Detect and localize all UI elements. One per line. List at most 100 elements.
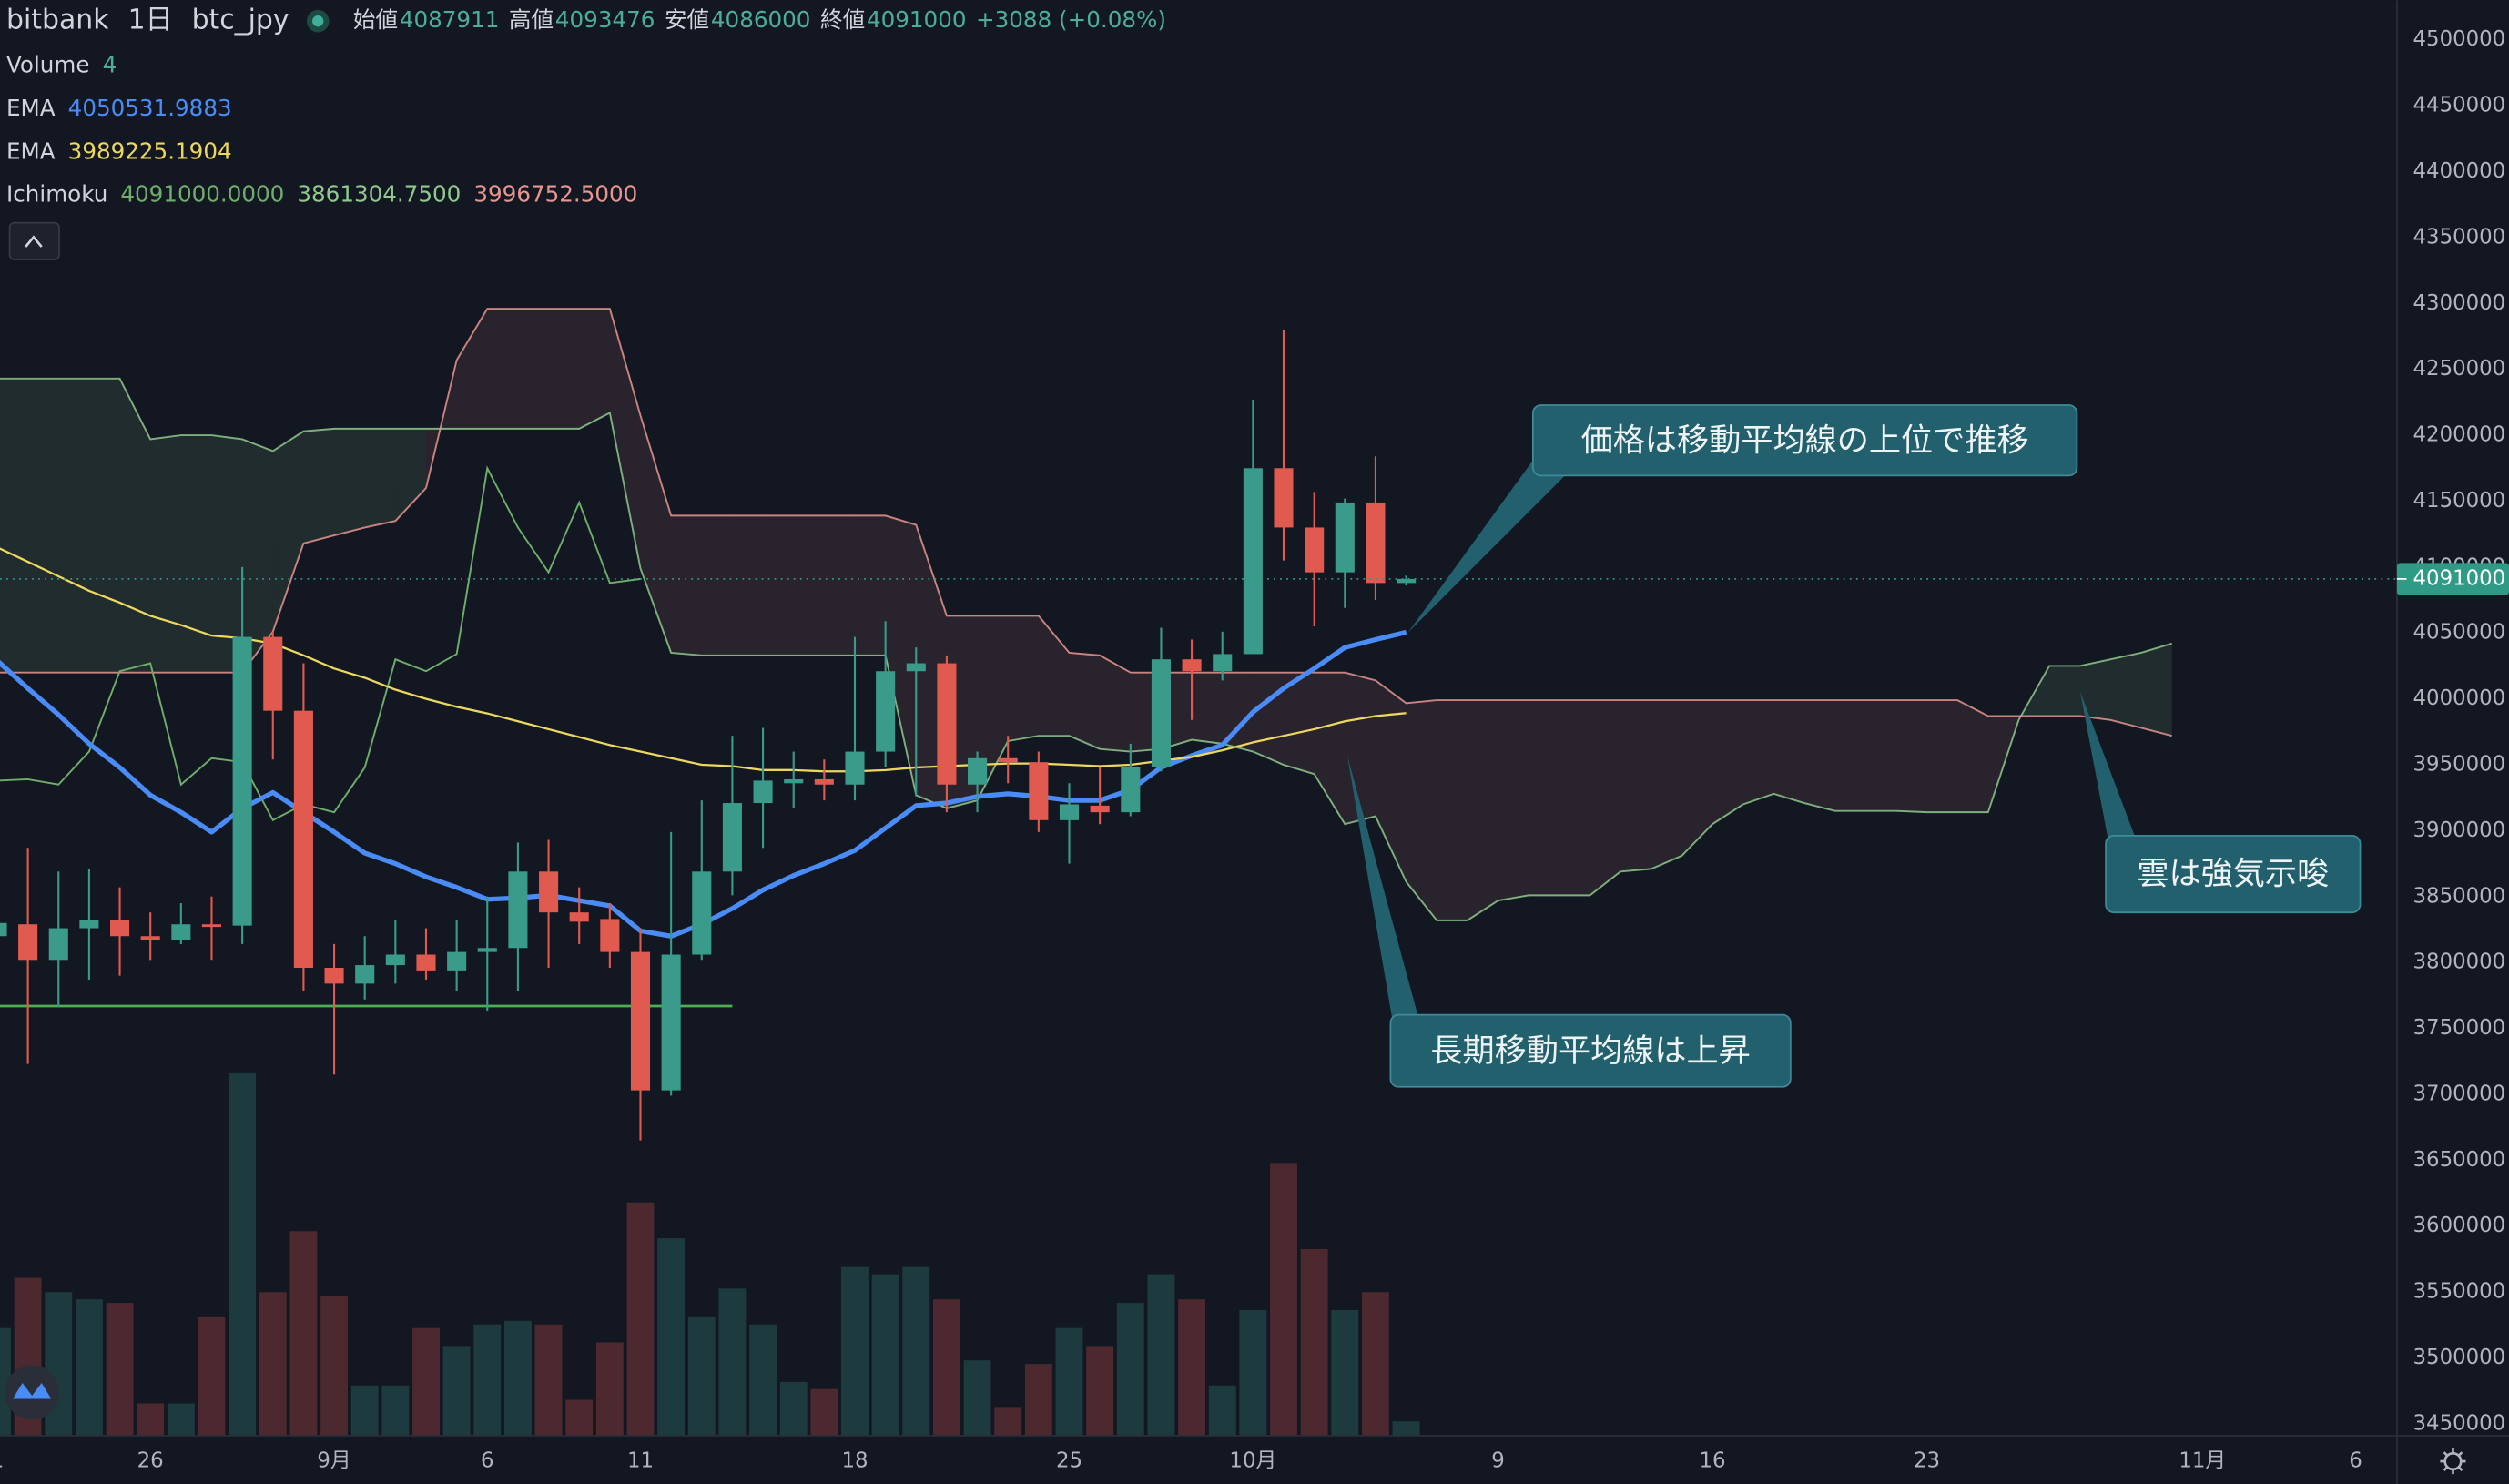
cloud-fill <box>303 428 335 544</box>
volume-bar <box>1392 1421 1420 1436</box>
candle-body <box>385 954 405 966</box>
x-tick-label: 6 <box>481 1449 494 1473</box>
cloud-fill <box>1529 700 1559 896</box>
candle-body <box>355 965 375 984</box>
y-tick-label: 4400000 <box>2413 159 2506 183</box>
volume-bar <box>595 1342 624 1436</box>
candle-body <box>1335 502 1355 573</box>
candle-body <box>1274 468 1294 528</box>
y-tick-label: 4350000 <box>2413 225 2506 249</box>
cloud-fill <box>579 309 610 429</box>
volume-bar <box>810 1388 838 1436</box>
cloud-fill <box>732 515 764 656</box>
open-label: 始値 <box>353 6 398 33</box>
cloud-fill <box>88 378 120 673</box>
volume-bar <box>1116 1303 1144 1436</box>
ema-label: EMA <box>6 137 56 164</box>
candle-body <box>140 936 160 940</box>
candle-body <box>876 671 896 752</box>
candle-body <box>1243 468 1263 655</box>
candle-body <box>630 951 651 1091</box>
candle-body <box>110 920 130 937</box>
volume-bar <box>932 1299 960 1436</box>
volume-bar <box>473 1324 502 1436</box>
cloud-fill <box>2079 659 2111 720</box>
callout-pointer <box>1346 755 1418 1038</box>
x-tick-label: 1 <box>0 1449 4 1473</box>
collapse-button[interactable] <box>8 221 60 260</box>
candle-body <box>171 924 191 940</box>
senkou-b-line <box>0 308 2172 737</box>
x-tick-label: 9 <box>1491 1449 1505 1473</box>
exchange-name: bitbank <box>6 5 109 36</box>
volume-bar <box>1024 1364 1052 1436</box>
candle-body <box>1366 502 1386 584</box>
cloud-fill <box>272 431 304 632</box>
y-tick-label: 3500000 <box>2413 1346 2506 1369</box>
candle-body <box>18 924 38 961</box>
ema-value: 3989225.1904 <box>68 137 232 164</box>
volume-bar <box>1300 1248 1328 1436</box>
cloud-fill <box>1008 615 1039 741</box>
cloud-fill <box>242 439 273 673</box>
y-tick-label: 4500000 <box>2413 27 2506 51</box>
callout-pointer <box>2079 691 2135 861</box>
volume-bar <box>1208 1385 1236 1436</box>
cloud-fill <box>671 515 702 656</box>
price-tag-label: 4091000 <box>2413 566 2506 590</box>
close-label: 終値 <box>820 6 865 33</box>
volume-bar <box>687 1316 716 1436</box>
ichimoku-label: Ichimoku <box>6 181 107 208</box>
cloud-fill <box>1253 672 1285 766</box>
volume-value: 4 <box>103 51 117 77</box>
settings-icon-spoke <box>2457 1466 2463 1471</box>
volume-bar <box>534 1324 563 1436</box>
cloud-fill <box>885 515 917 796</box>
settings-icon-spoke <box>2443 1451 2449 1457</box>
y-tick-label: 3600000 <box>2413 1214 2506 1237</box>
cloud-fill <box>1803 700 1835 811</box>
x-tick-label: 6 <box>2349 1449 2362 1473</box>
cloud-fill <box>395 428 426 522</box>
cloud-fill <box>1038 615 1070 737</box>
cloud-fill <box>1895 700 1927 813</box>
volume-bar <box>565 1399 594 1436</box>
cloud-fill <box>793 515 825 656</box>
candle-body <box>232 636 252 926</box>
candle-body <box>1305 527 1325 573</box>
cloud-fill <box>1467 700 1498 920</box>
x-tick-label: 25 <box>1056 1449 1082 1473</box>
candle-body <box>0 922 7 937</box>
volume-bar <box>381 1385 410 1436</box>
cloud-fill <box>1406 700 1437 920</box>
cloud-fill <box>1284 672 1315 775</box>
candle-body <box>722 803 742 872</box>
cloud-fill <box>1957 700 1988 813</box>
y-tick-label: 3450000 <box>2413 1411 2506 1435</box>
cloud-fill <box>1865 700 1896 811</box>
change-value: +3088 (+0.08%) <box>976 6 1166 33</box>
open-value: 4087911 <box>400 6 500 33</box>
y-tick-label: 4000000 <box>2413 686 2506 710</box>
callout-text: 雲は強気示唆 <box>2137 856 2329 893</box>
volume-bar <box>1362 1292 1389 1436</box>
volume-bar <box>442 1346 471 1436</box>
candle-body <box>753 780 773 804</box>
volume-label: Volume <box>6 51 89 77</box>
symbol: btc_jpy <box>192 5 290 36</box>
volume-bar <box>229 1072 257 1436</box>
candle-body <box>477 948 497 952</box>
volume-bar <box>167 1403 195 1436</box>
y-tick-label: 3550000 <box>2413 1280 2506 1304</box>
volume-bar <box>1086 1346 1114 1436</box>
cloud-fill <box>1773 700 1804 804</box>
cloud-fill <box>364 428 396 528</box>
ema-line <box>0 547 1407 773</box>
volume-bar <box>994 1407 1022 1436</box>
candle-body <box>1151 659 1171 767</box>
plot-layer <box>0 308 2172 1436</box>
candle-body <box>293 710 313 968</box>
candle-body <box>447 951 467 971</box>
